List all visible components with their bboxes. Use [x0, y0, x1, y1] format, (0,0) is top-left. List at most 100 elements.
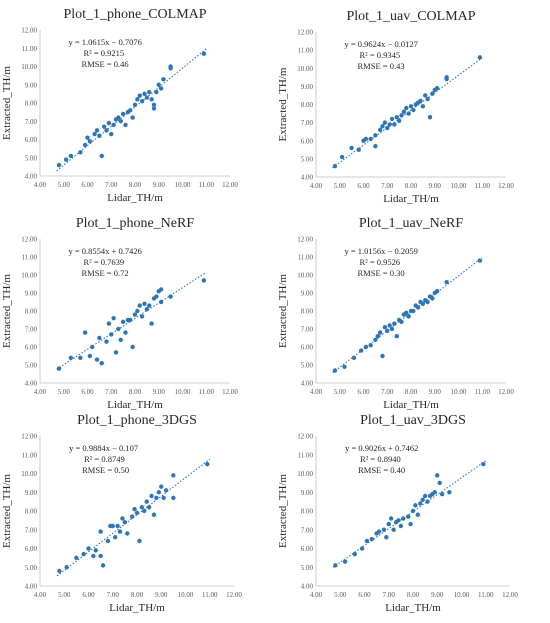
data-point	[135, 97, 140, 102]
data-point	[109, 332, 114, 337]
data-point	[144, 499, 149, 504]
data-point	[99, 361, 104, 366]
x-tick-label: 9.00	[429, 388, 442, 396]
data-point	[120, 516, 125, 521]
data-point	[363, 136, 369, 142]
data-point	[116, 115, 121, 120]
data-point	[401, 109, 407, 114]
x-tick-label: 10.00	[451, 388, 467, 396]
data-point	[481, 461, 486, 467]
x-tick-label: 6.00	[357, 182, 370, 190]
chart-title: Plot_1_phone_3DGS	[77, 413, 197, 428]
data-point	[477, 258, 483, 263]
data-point	[106, 120, 112, 126]
data-point	[380, 353, 385, 359]
x-tick-label: 5.00	[58, 591, 71, 599]
x-tick-label: 8.00	[131, 591, 144, 599]
data-point	[82, 330, 88, 335]
x-tick-label: 12.00	[502, 591, 518, 599]
data-point	[116, 326, 121, 332]
data-point	[385, 125, 390, 131]
x-tick-label: 4.00	[34, 388, 47, 396]
x-tick-label: 10.00	[175, 388, 191, 396]
data-point	[394, 114, 399, 120]
y-tick-label: 12.00	[297, 433, 313, 441]
data-point	[423, 93, 428, 98]
y-tick-label: 7.00	[25, 526, 38, 534]
data-point	[118, 337, 123, 342]
chart-3: Plot_1_phone_NeRF 4.00 5.00 6.00 7.00 8.00 9.0…	[1, 216, 238, 411]
y-tick-label: 5.00	[301, 362, 314, 370]
data-point	[151, 106, 157, 111]
data-point	[380, 124, 385, 129]
data-point	[156, 490, 162, 495]
data-point	[142, 91, 147, 97]
data-point	[161, 495, 166, 501]
data-point	[142, 508, 147, 514]
data-point	[418, 501, 423, 506]
data-point	[389, 326, 395, 332]
data-point	[149, 493, 154, 499]
data-point	[158, 86, 164, 91]
data-point	[158, 287, 164, 292]
x-tick-label: 8.00	[129, 181, 142, 189]
data-point	[146, 505, 152, 510]
data-point	[381, 527, 387, 532]
x-tick-label: 6.00	[357, 388, 370, 396]
data-point	[92, 131, 97, 137]
x-tick-label: 9.00	[153, 181, 166, 189]
data-point	[137, 538, 142, 544]
chart-title: Plot_1_phone_COLMAP	[63, 7, 206, 22]
data-point	[68, 355, 74, 360]
data-point	[408, 521, 413, 527]
y-tick-label: 8.00	[25, 100, 38, 108]
data-point	[132, 506, 137, 512]
data-point	[111, 122, 116, 128]
equation-label: y = 0.9026x + 0.7462	[345, 443, 418, 453]
data-point	[387, 122, 392, 127]
data-point	[105, 538, 111, 544]
r-squared-label: R² = 0.8749	[84, 454, 125, 464]
data-point	[430, 91, 435, 96]
x-tick-label: 6.00	[81, 388, 94, 396]
equation-label: y = 0.9884x − 0.107	[69, 443, 138, 453]
data-point	[91, 553, 96, 559]
data-point	[110, 523, 115, 529]
x-tick-label: 11.00	[478, 591, 494, 599]
y-tick-label: 4.00	[25, 173, 38, 181]
data-point	[57, 568, 62, 574]
data-point	[142, 301, 147, 306]
x-tick-label: 9.00	[155, 591, 168, 599]
chart-6: Plot_1_uav_3DGS 4.00 5.00 6.00 7.00 8.00 9.00 1…	[277, 413, 518, 614]
x-tick-label: 4.00	[34, 591, 47, 599]
data-point	[93, 548, 98, 553]
y-tick-label: 4.00	[301, 174, 314, 182]
data-point	[394, 334, 399, 339]
data-point	[74, 555, 79, 561]
data-point	[147, 89, 152, 95]
data-point	[134, 510, 140, 516]
data-point	[99, 153, 104, 159]
chart-2: Plot_1_uav_COLMAP 4.00 5.00 6.00 7.00 8.00 9.0…	[277, 9, 514, 205]
data-point	[399, 113, 404, 118]
data-point	[78, 150, 83, 155]
data-point	[120, 111, 126, 117]
data-point	[158, 299, 164, 305]
data-point	[333, 563, 338, 568]
data-point	[147, 303, 152, 308]
x-tick-label: 11.00	[202, 591, 218, 599]
y-tick-label: 11.00	[298, 47, 314, 55]
data-point	[128, 108, 133, 113]
y-tick-label: 12.00	[21, 27, 37, 35]
data-point	[359, 546, 365, 551]
data-point	[435, 473, 440, 478]
y-tick-label: 6.00	[301, 344, 314, 352]
y-tick-label: 7.00	[301, 119, 314, 127]
y-tick-label: 9.00	[25, 81, 38, 89]
x-tick-label: 10.00	[175, 181, 191, 189]
trend-line	[332, 460, 487, 568]
data-point	[56, 366, 62, 371]
y-axis-label: Extracted_TH/m	[277, 67, 289, 141]
data-point	[437, 480, 442, 486]
data-point	[420, 104, 426, 109]
